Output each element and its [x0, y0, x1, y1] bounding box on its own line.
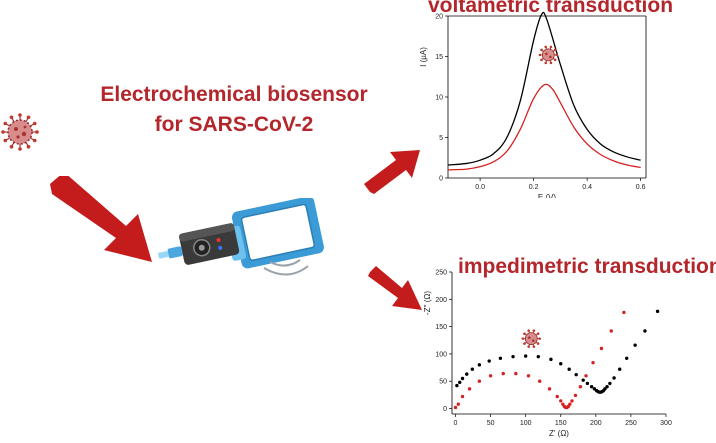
data-point-black: [536, 354, 541, 359]
data-point-red: [526, 374, 531, 378]
y-tick-label: 250: [435, 270, 447, 277]
arrow-icon: [364, 150, 420, 194]
x-tick-label: 0: [454, 420, 458, 427]
y-tick-label: 50: [439, 379, 447, 386]
data-point-red: [591, 360, 595, 365]
data-point-red: [514, 371, 518, 376]
data-point-red: [547, 387, 552, 391]
virus-icon: [1, 113, 39, 151]
data-point-black: [612, 376, 616, 380]
data-point-black: [567, 367, 571, 371]
data-point-black: [455, 383, 459, 388]
virus-icon: [538, 45, 559, 65]
virus-icon: [521, 329, 541, 348]
data-point-red: [578, 384, 583, 389]
impedance-chart: 0 50 100 150 200 250 300 0 50 100 150 200 250 Z' (Ω) -…: [423, 270, 672, 439]
data-point-black: [511, 354, 515, 359]
data-point-red: [467, 387, 472, 391]
data-point-black: [487, 359, 491, 363]
x-tick-label: 0.0: [475, 184, 485, 191]
data-point-black: [574, 372, 578, 377]
x-tick-label: 0.2: [529, 184, 539, 191]
data-point-black: [470, 367, 475, 371]
data-point-red: [599, 346, 604, 351]
y-tick-label: 0: [439, 176, 443, 183]
y-tick-label: 100: [435, 351, 447, 358]
impedimetric-title: impedimetric transduction: [458, 255, 716, 278]
x-tick-label: 50: [487, 420, 495, 427]
y-axis-label: -Z'' (Ω): [423, 291, 432, 315]
data-point-black: [585, 381, 590, 386]
data-point-red: [488, 374, 493, 378]
data-point-black: [655, 309, 660, 314]
data-point-red: [573, 393, 578, 398]
data-point-black: [605, 384, 609, 389]
data-point-black: [603, 387, 607, 391]
x-tick-label: 150: [555, 420, 567, 427]
x-tick-label: 0.4: [582, 184, 592, 191]
x-tick-label: 250: [625, 420, 637, 427]
data-point-red: [568, 402, 572, 406]
biosensor-device-icon: [158, 198, 324, 276]
arrow-icon: [368, 266, 422, 310]
data-point-black: [523, 354, 528, 358]
data-point-black: [559, 362, 563, 366]
data-point-black: [633, 343, 637, 347]
voltammetry-chart: 0.0 0.2 0.4 0.6 0 5 10 15 20 E (V) I (µA): [419, 11, 647, 198]
data-point-black: [589, 384, 594, 389]
data-point-red: [456, 402, 461, 406]
series-line-red: [447, 83, 641, 171]
y-tick-label: 10: [435, 95, 443, 102]
data-point-black: [549, 357, 553, 362]
data-point-black: [617, 367, 622, 371]
data-point-black: [477, 363, 482, 367]
data-point-black: [465, 372, 469, 376]
x-tick-label: 100: [520, 420, 532, 427]
data-point-red: [555, 394, 559, 399]
x-tick-label: 200: [590, 420, 602, 427]
data-point-red: [477, 379, 482, 383]
x-tick-label: 300: [660, 420, 672, 427]
data-point-red: [622, 310, 626, 315]
series-line-black: [447, 11, 641, 166]
data-point-red: [453, 405, 458, 410]
data-point-black: [460, 376, 465, 381]
headline-line-1: Electrochemical biosensor: [100, 83, 368, 106]
y-tick-label: 150: [435, 324, 447, 331]
data-point-black: [581, 378, 585, 382]
data-point-black: [458, 380, 462, 385]
x-tick-label: 0.6: [636, 184, 646, 191]
data-point-black: [625, 356, 629, 360]
data-point-red: [460, 394, 465, 399]
data-point-red: [584, 374, 588, 378]
wireless-signal-icon: [263, 259, 309, 276]
data-point-red: [538, 379, 542, 383]
x-axis-label: E (V): [538, 193, 557, 198]
y-tick-label: 200: [435, 297, 447, 304]
data-point-red: [609, 329, 613, 333]
data-point-black: [608, 381, 612, 386]
y-tick-label: 20: [435, 14, 443, 21]
arrow-icon: [50, 176, 152, 262]
headline: Electrochemical biosensor for SARS-CoV-2: [64, 80, 404, 140]
voltametric-title: voltametric transduction: [428, 0, 674, 17]
data-point-red: [570, 399, 574, 403]
y-tick-label: 15: [435, 54, 443, 61]
data-point-black: [498, 356, 503, 360]
data-point-red: [559, 399, 563, 403]
data-point-red: [501, 371, 505, 376]
x-axis-label: Z' (Ω): [549, 429, 569, 438]
y-tick-label: 5: [439, 135, 443, 142]
data-point-black: [643, 329, 647, 333]
y-axis-label: I (µA): [419, 47, 428, 67]
y-tick-label: 0: [443, 406, 447, 413]
headline-line-2: for SARS-CoV-2: [154, 113, 314, 136]
